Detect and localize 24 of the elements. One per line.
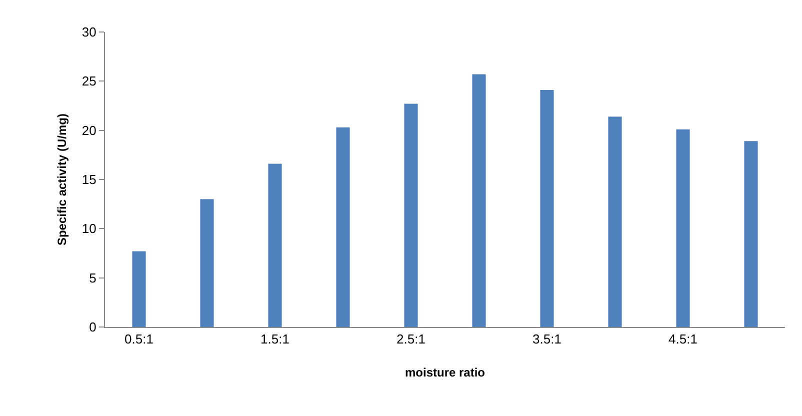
- bar: [472, 74, 486, 327]
- x-axis-title: moisture ratio: [404, 366, 486, 380]
- y-tick-label: 30: [82, 24, 96, 40]
- y-tick-label: 10: [82, 221, 96, 236]
- y-tick-label: 25: [82, 74, 96, 89]
- y-tick-label: 0: [89, 320, 96, 335]
- y-tick-label: 5: [89, 270, 96, 286]
- x-tick-label: 3.5:1: [532, 332, 562, 347]
- x-tick-label: 2.5:1: [396, 332, 426, 347]
- bar: [676, 129, 690, 327]
- y-axis-title: Specific activity (U/mg): [55, 113, 70, 246]
- bar: [744, 141, 758, 327]
- x-tick-label: 0.5:1: [124, 332, 154, 347]
- bar: [200, 199, 214, 327]
- bar: [132, 251, 146, 327]
- bar: [540, 90, 554, 327]
- y-tick-label: 20: [82, 122, 96, 138]
- bar: [336, 127, 350, 327]
- bar: [268, 164, 282, 327]
- x-tick-label: 4.5:1: [668, 332, 698, 347]
- bar: [608, 116, 622, 327]
- bar: [404, 104, 418, 327]
- x-tick-label: 1.5:1: [260, 332, 290, 347]
- y-tick-label: 15: [82, 172, 96, 188]
